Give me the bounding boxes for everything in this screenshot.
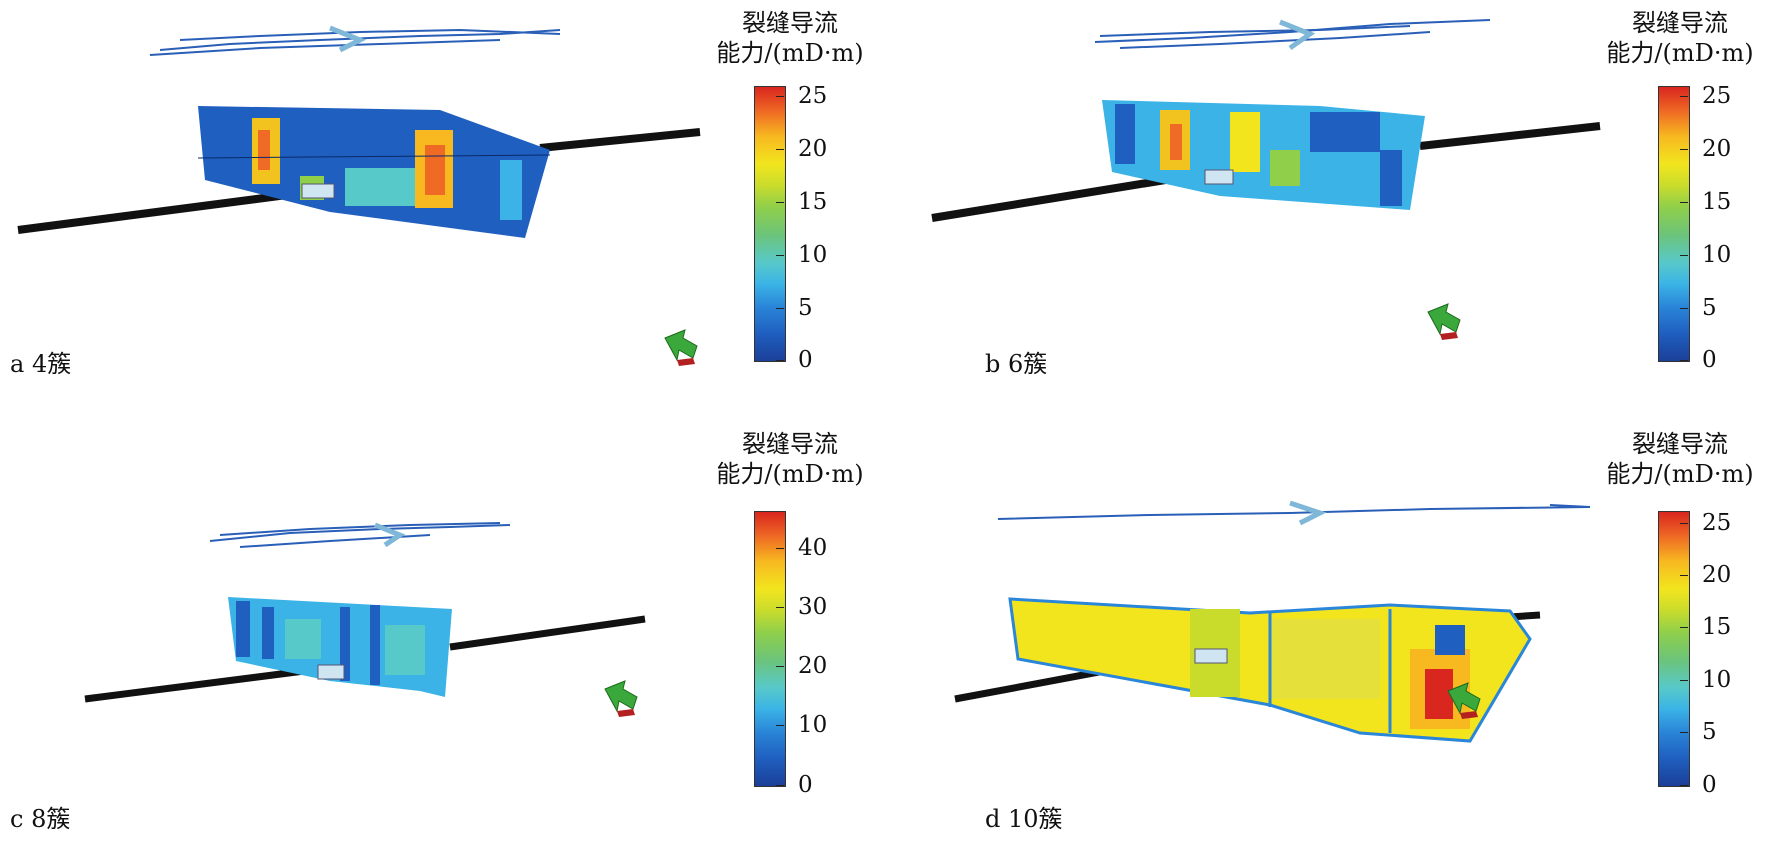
colorbar-tick-label: 0: [798, 772, 813, 798]
perforation: [301, 183, 335, 199]
colorbar-tick-label: 0: [1702, 772, 1717, 798]
colorbar-tick-label: 10: [1702, 667, 1732, 693]
colorbar-tick-label: 10: [1702, 242, 1732, 268]
colorbar-tick-label: 25: [798, 83, 828, 109]
colorbar-tick-label: 20: [798, 653, 828, 679]
colorbar-tick-label: 20: [1702, 562, 1732, 588]
perforation: [1204, 169, 1234, 185]
orientation-arrow-icon: [1427, 303, 1461, 340]
colorbar-tick-label: 30: [798, 594, 828, 620]
orientation-arrow-icon: [604, 680, 638, 717]
colorbar-title: 裂缝导流 能力/(mD·m): [1606, 9, 1754, 67]
fracture-scene-a: [17, 25, 701, 366]
panel-d: d 10簇 裂缝导流 能力/(mD·m) 25 20 15 10 5 0: [890, 429, 1780, 859]
perforation: [317, 664, 345, 680]
colorbar-title: 裂缝导流 能力/(mD·m): [1606, 430, 1754, 488]
fracture-plane: [1008, 597, 1532, 743]
fracture-plane: [1102, 100, 1425, 210]
panel-label: b 6簇: [985, 350, 1048, 378]
colorbar: [754, 86, 786, 362]
colorbar: [754, 511, 786, 787]
colorbar-tick-label: 25: [1702, 83, 1732, 109]
colorbar-tick-label: 20: [798, 136, 828, 162]
fracture-scene-b: [931, 19, 1601, 340]
upper-fracture-trace: [149, 25, 561, 56]
wellbore: [17, 128, 701, 234]
upper-fracture-trace: [997, 500, 1591, 526]
fracture-scene-c: [84, 522, 646, 717]
colorbar-tick-label: 15: [1702, 189, 1732, 215]
orientation-arrow-icon: [664, 329, 698, 366]
colorbar-tick-label: 40: [798, 535, 828, 561]
fracture-scene-d: [954, 500, 1591, 743]
colorbar-tick-label: 10: [798, 242, 828, 268]
fracture-plane: [197, 106, 551, 238]
colorbar-title: 裂缝导流 能力/(mD·m): [716, 430, 864, 488]
panel-label: c 8簇: [10, 805, 71, 833]
panel-a: a 4簇 裂缝导流 能力/(mD·m) 25 20 15 10 5 0: [0, 0, 890, 430]
colorbar-tick-label: 5: [1702, 719, 1717, 745]
wellbore: [84, 615, 646, 703]
panel-b: b 6簇 裂缝导流 能力/(mD·m) 25 20 15 10 5 0: [890, 0, 1780, 430]
colorbar: [1658, 86, 1690, 362]
colorbar-tick-label: 0: [1702, 347, 1717, 373]
wellbore: [931, 122, 1601, 222]
colorbar-tick-label: 10: [798, 712, 828, 738]
orientation-arrow-icon: [1447, 682, 1481, 719]
upper-fracture-trace: [1094, 19, 1491, 51]
colorbar-tick-label: 15: [1702, 614, 1732, 640]
colorbar-tick-label: 15: [798, 189, 828, 215]
panel-label: a 4簇: [10, 350, 72, 378]
upper-fracture-trace: [209, 522, 511, 548]
colorbar-title: 裂缝导流 能力/(mD·m): [716, 9, 864, 67]
fracture-plane: [228, 597, 452, 697]
colorbar-tick-label: 0: [798, 347, 813, 373]
panel-label: d 10簇: [985, 805, 1063, 833]
colorbar: [1658, 511, 1690, 787]
panel-c: c 8簇 裂缝导流 能力/(mD·m) 40 30 20 10 0: [0, 429, 890, 859]
colorbar-tick-label: 25: [1702, 510, 1732, 536]
colorbar-tick-label: 5: [1702, 295, 1717, 321]
colorbar-tick-label: 20: [1702, 136, 1732, 162]
perforation: [1194, 648, 1228, 664]
colorbar-tick-label: 5: [798, 295, 813, 321]
